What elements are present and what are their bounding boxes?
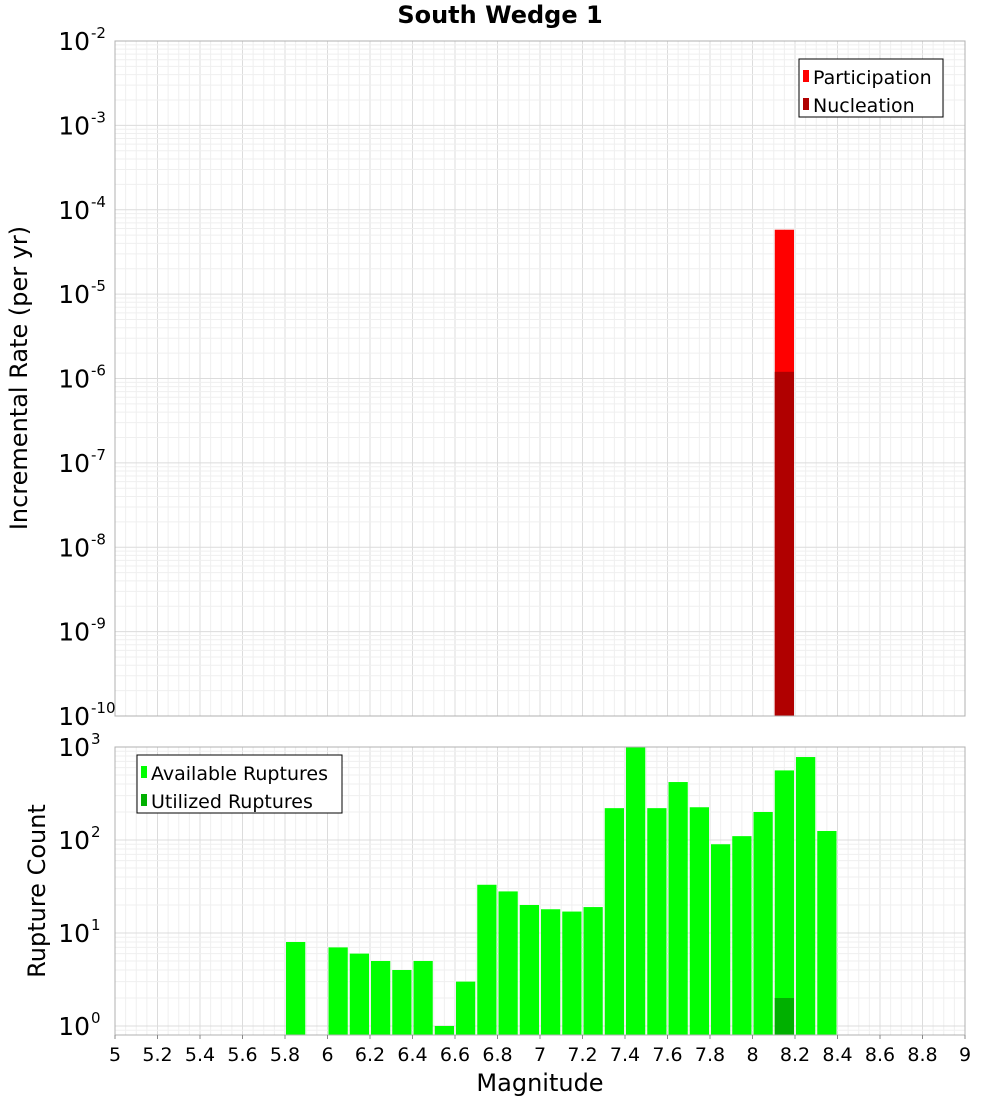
legend-swatch: [141, 766, 147, 778]
top-gridlines: [114, 40, 966, 717]
x-tick-label: 6.6: [440, 1044, 470, 1066]
bar-available-ruptures: [286, 942, 306, 1035]
y-tick-label: 10: [58, 365, 90, 394]
bar-available-ruptures: [817, 830, 837, 1035]
legend-swatch: [803, 70, 809, 82]
bar-available-ruptures: [541, 909, 561, 1035]
top-plot-border: [114, 40, 966, 717]
y-tick-label: 10: [58, 280, 90, 309]
bar-available-ruptures: [413, 960, 433, 1035]
y-tick-label: 10: [58, 533, 90, 562]
y-tick-label: 10: [58, 826, 90, 855]
x-tick-label: 8.4: [822, 1044, 852, 1066]
legend: Participation Nucleation: [798, 58, 944, 118]
x-tick-label: 7.4: [610, 1044, 640, 1066]
bar-available-ruptures: [774, 770, 794, 1035]
x-tick-label: 7.6: [652, 1044, 682, 1066]
x-tick-label: 7.2: [567, 1044, 597, 1066]
bar-available-ruptures: [626, 747, 646, 1035]
legend: Available Ruptures Utilized Ruptures: [136, 754, 343, 814]
x-tick-label: 7.8: [695, 1044, 725, 1066]
y-tick-exponent: -9: [91, 615, 106, 633]
x-tick-label: 5: [109, 1044, 121, 1066]
y-tick-label: 10: [58, 27, 90, 56]
x-tick-label: 5.6: [227, 1044, 257, 1066]
bar-available-ruptures: [371, 960, 391, 1035]
x-tick-label: 5.8: [270, 1044, 300, 1066]
bar-available-ruptures: [647, 808, 667, 1035]
y-tick-exponent: 2: [91, 823, 101, 841]
x-tick-label: 5.4: [185, 1044, 215, 1066]
y-tick-exponent: -10: [91, 699, 116, 717]
y-tick-label: 10: [58, 111, 90, 140]
bar-available-ruptures: [477, 884, 497, 1035]
bar-available-ruptures: [604, 808, 624, 1035]
bar-available-ruptures: [668, 782, 688, 1035]
x-tick-label: 8.6: [865, 1044, 895, 1066]
bar-available-ruptures: [456, 981, 476, 1035]
top-ylabel: Incremental Rate (per yr): [5, 226, 33, 530]
legend-swatch: [141, 794, 147, 806]
y-tick-label: 10: [58, 919, 90, 948]
x-tick-label: 9: [959, 1044, 971, 1066]
bar-available-ruptures: [732, 836, 752, 1035]
y-tick-label: 10: [58, 1012, 90, 1041]
x-tick-label: 8.8: [907, 1044, 937, 1066]
x-tick-label: 6.2: [355, 1044, 385, 1066]
bar-available-ruptures: [583, 907, 603, 1035]
y-tick-exponent: -2: [91, 24, 106, 42]
y-tick-label: 10: [58, 702, 90, 731]
bottom-plot: 10 010 110 210 35 5.2 5.4 5.6 5.8 6 6.2 6.4 6.6 6.8 7 7…: [58, 730, 971, 1066]
bar-available-ruptures: [498, 891, 518, 1035]
y-tick-label: 10: [58, 449, 90, 478]
y-tick-exponent: 3: [91, 730, 101, 748]
legend-box: [136, 754, 343, 814]
legend-label: Utilized Ruptures: [151, 791, 313, 813]
x-tick-label: 7: [534, 1044, 546, 1066]
y-tick-exponent: -7: [91, 446, 106, 464]
legend-label: Nucleation: [813, 95, 915, 117]
x-tick-label: 6: [321, 1044, 333, 1066]
y-tick-exponent: -3: [91, 108, 106, 126]
x-tick-label: 5.2: [142, 1044, 172, 1066]
y-tick-label: 10: [58, 618, 90, 647]
y-tick-exponent: -6: [91, 362, 106, 380]
bottom-ylabel: Rupture Count: [23, 804, 51, 978]
bar-available-ruptures: [689, 807, 709, 1035]
bar-available-ruptures: [796, 757, 816, 1035]
bar-available-ruptures: [711, 844, 731, 1035]
x-tick-label: 8.2: [780, 1044, 810, 1066]
x-tick-label: 6.4: [397, 1044, 427, 1066]
x-axis-label: Magnitude: [476, 1069, 603, 1097]
x-tick-label: 6.8: [482, 1044, 512, 1066]
legend-box: [798, 58, 944, 118]
y-tick-exponent: -4: [91, 193, 106, 211]
legend-label: Available Ruptures: [151, 763, 328, 785]
bar-available-ruptures: [519, 904, 539, 1035]
bar-available-ruptures: [434, 1025, 454, 1035]
y-tick-label: 10: [58, 196, 90, 225]
x-tick-label: 8: [746, 1044, 758, 1066]
bar-available-ruptures: [753, 812, 773, 1035]
bar-available-ruptures: [562, 911, 582, 1035]
bar-utilized-ruptures: [774, 997, 794, 1035]
bar-available-ruptures: [328, 947, 348, 1035]
legend-swatch: [803, 98, 809, 110]
y-tick-exponent: 0: [91, 1009, 101, 1027]
legend-label: Participation: [813, 67, 932, 89]
y-tick-exponent: 1: [91, 916, 101, 934]
y-tick-exponent: -5: [91, 277, 106, 295]
bar-available-ruptures: [392, 969, 412, 1035]
y-tick-label: 10: [58, 733, 90, 762]
bar-available-ruptures: [349, 953, 369, 1035]
y-tick-exponent: -8: [91, 530, 106, 548]
bar-nucleation: [774, 371, 794, 716]
chart-title: South Wedge 1: [397, 1, 602, 29]
